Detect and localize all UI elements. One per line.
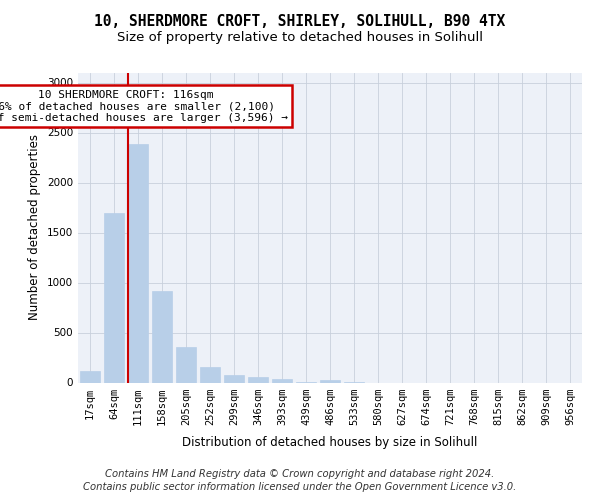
Text: 10, SHERDMORE CROFT, SHIRLEY, SOLIHULL, B90 4TX: 10, SHERDMORE CROFT, SHIRLEY, SOLIHULL, … — [94, 14, 506, 29]
Bar — [248, 377, 268, 382]
Bar — [104, 212, 124, 382]
Bar — [272, 379, 292, 382]
Bar — [224, 374, 244, 382]
Bar — [80, 371, 100, 382]
Bar — [152, 290, 172, 382]
Bar — [128, 144, 148, 382]
Y-axis label: Number of detached properties: Number of detached properties — [28, 134, 41, 320]
Text: Contains public sector information licensed under the Open Government Licence v3: Contains public sector information licen… — [83, 482, 517, 492]
Bar — [200, 367, 220, 382]
Text: 10 SHERDMORE CROFT: 116sqm
← 36% of detached houses are smaller (2,100)
62% of s: 10 SHERDMORE CROFT: 116sqm ← 36% of deta… — [0, 90, 288, 122]
Text: Distribution of detached houses by size in Solihull: Distribution of detached houses by size … — [182, 436, 478, 449]
Text: Size of property relative to detached houses in Solihull: Size of property relative to detached ho… — [117, 32, 483, 44]
Bar — [176, 347, 196, 382]
Text: Contains HM Land Registry data © Crown copyright and database right 2024.: Contains HM Land Registry data © Crown c… — [106, 469, 494, 479]
Bar — [320, 380, 340, 382]
